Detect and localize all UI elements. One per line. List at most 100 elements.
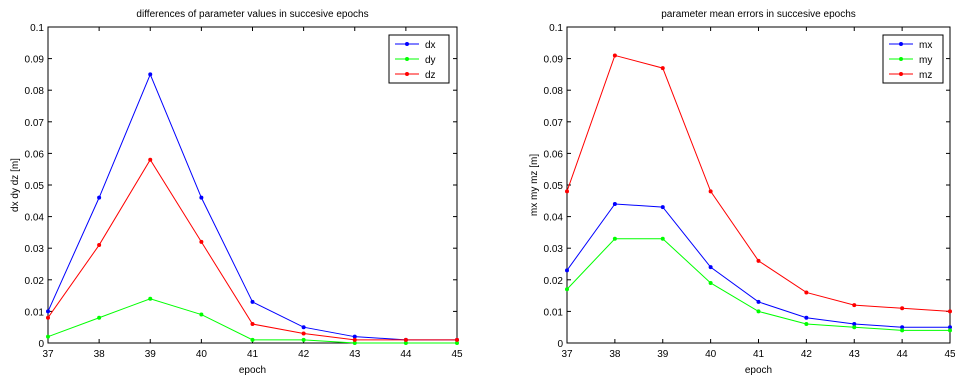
data-point-dz xyxy=(352,337,357,342)
series-mx xyxy=(565,201,952,330)
data-point-mz xyxy=(948,309,952,314)
x-tick-label: 45 xyxy=(944,349,955,360)
y-tick-label: 0.04 xyxy=(25,213,45,224)
y-tick-label: 0.03 xyxy=(25,244,45,255)
data-point-dx xyxy=(250,299,255,304)
data-point-dy xyxy=(199,312,204,317)
x-tick-label: 40 xyxy=(705,349,717,360)
y-tick-label: 0.06 xyxy=(25,149,45,160)
data-point-dz xyxy=(455,337,459,342)
series-dx xyxy=(46,72,459,342)
data-point-dx xyxy=(199,195,204,200)
series-mz xyxy=(565,53,952,314)
x-tick-label: 42 xyxy=(298,349,310,360)
data-point-dz xyxy=(301,331,306,336)
data-point-my xyxy=(852,325,857,330)
series-my xyxy=(565,236,952,333)
legend-label-mz: mz xyxy=(919,70,932,81)
x-tick-label: 39 xyxy=(657,349,669,360)
data-point-mx xyxy=(756,299,761,304)
data-point-mz xyxy=(756,258,761,263)
data-point-my xyxy=(708,280,713,285)
legend-marker-dx xyxy=(405,42,409,46)
x-tick-label: 41 xyxy=(247,349,259,360)
x-tick-label: 41 xyxy=(753,349,765,360)
data-point-my xyxy=(612,236,617,241)
series-line-dy xyxy=(47,298,457,344)
x-tick-label: 38 xyxy=(94,349,106,360)
data-point-dz xyxy=(97,243,102,248)
data-point-dz xyxy=(250,322,255,327)
y-tick-label: 0 xyxy=(38,339,44,350)
data-point-dz xyxy=(403,337,408,342)
data-point-dy xyxy=(250,337,255,342)
data-point-dy xyxy=(97,315,102,320)
data-point-dx xyxy=(352,334,357,339)
data-point-mz xyxy=(612,53,617,58)
data-point-my xyxy=(756,309,761,314)
y-tick-label: 0.09 xyxy=(544,55,564,66)
data-point-dy xyxy=(301,337,306,342)
series-line-my xyxy=(566,238,950,331)
y-tick-label: 0.02 xyxy=(544,276,564,287)
y-tick-label: 0.02 xyxy=(25,276,45,287)
x-tick-label: 37 xyxy=(42,349,54,360)
x-tick-label: 45 xyxy=(451,349,463,360)
data-point-mx xyxy=(852,322,857,327)
data-point-mz xyxy=(660,66,665,71)
legend: mx my mz xyxy=(882,34,944,84)
y-tick-label: 0.05 xyxy=(544,181,564,192)
data-point-mx xyxy=(612,201,617,206)
chart-title: parameter mean errors in succesive epoch… xyxy=(661,9,856,20)
data-point-my xyxy=(565,287,569,292)
data-point-mx xyxy=(804,315,809,320)
data-point-mx xyxy=(565,268,569,273)
legend-label-dz: dz xyxy=(425,70,436,81)
x-tick-label: 38 xyxy=(609,349,621,360)
y-tick-label: 0.01 xyxy=(544,307,564,318)
data-point-dy xyxy=(46,334,50,339)
series-line-mx xyxy=(566,203,950,328)
series-dy xyxy=(46,296,459,345)
y-tick-label: 0.06 xyxy=(544,149,564,160)
y-tick-label: 0.1 xyxy=(549,23,563,34)
chart-1: differences of parameter values in succe… xyxy=(10,9,463,376)
x-axis-label: epoch xyxy=(239,365,266,376)
data-point-mz xyxy=(900,306,905,311)
data-point-mx xyxy=(660,205,665,210)
y-tick-label: 0 xyxy=(557,339,563,350)
data-point-dy xyxy=(148,296,153,301)
legend-marker-mx xyxy=(899,42,903,46)
x-axis-label: epoch xyxy=(745,365,772,376)
legend-label-mx: mx xyxy=(919,40,932,51)
y-tick-label: 0.04 xyxy=(544,213,564,224)
chart-title: differences of parameter values in succe… xyxy=(136,9,368,20)
series-line-mz xyxy=(566,54,951,312)
data-point-dy xyxy=(403,341,408,345)
chart-2: parameter mean errors in succesive epoch… xyxy=(529,9,955,376)
data-point-my xyxy=(948,328,952,333)
y-axis-label: mx my mz [m] xyxy=(529,154,540,216)
y-tick-label: 0.08 xyxy=(25,86,45,97)
data-point-dz xyxy=(199,239,204,244)
data-point-mz xyxy=(804,290,809,295)
data-point-dy xyxy=(455,341,459,345)
x-tick-label: 44 xyxy=(897,349,909,360)
data-point-dx xyxy=(301,325,306,330)
data-point-my xyxy=(804,322,809,327)
data-point-mx xyxy=(708,265,713,270)
x-tick-label: 44 xyxy=(400,349,412,360)
legend-label-dx: dx xyxy=(425,40,436,51)
data-point-dy xyxy=(352,341,357,345)
legend: dx dy dz xyxy=(388,34,450,84)
y-tick-label: 0.1 xyxy=(30,23,44,34)
data-point-my xyxy=(660,236,665,241)
data-point-dx xyxy=(148,72,153,77)
x-tick-label: 43 xyxy=(349,349,361,360)
legend-label-dy: dy xyxy=(425,55,436,66)
y-axis-label: dx dy dz [m] xyxy=(10,158,21,212)
data-point-mz xyxy=(852,303,857,308)
data-point-dx xyxy=(97,195,102,200)
y-tick-label: 0.07 xyxy=(544,118,564,129)
